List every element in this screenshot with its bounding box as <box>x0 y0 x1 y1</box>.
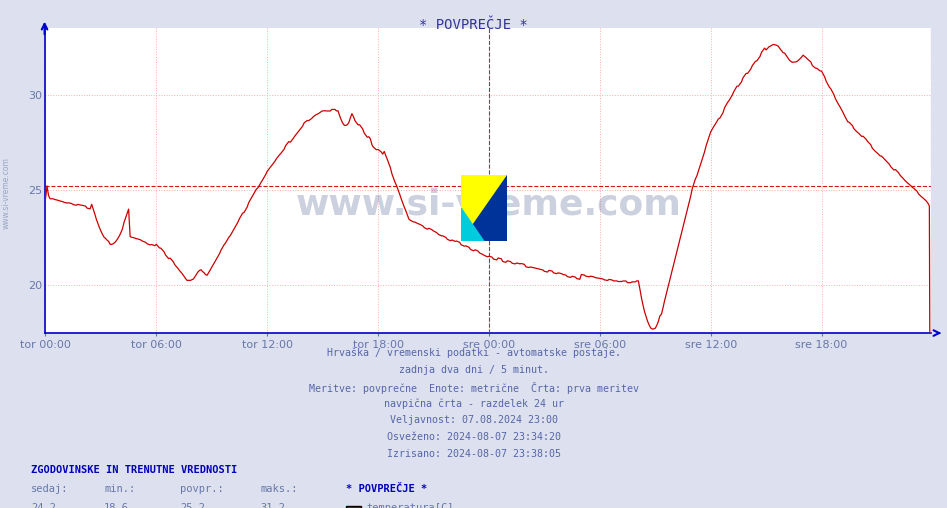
Polygon shape <box>461 175 507 241</box>
Text: navpična črta - razdelek 24 ur: navpična črta - razdelek 24 ur <box>384 398 563 409</box>
Text: 24,2: 24,2 <box>31 503 56 508</box>
Text: www.si-vreme.com: www.si-vreme.com <box>295 188 681 221</box>
Text: 25,2: 25,2 <box>180 503 205 508</box>
Text: * POVPREČJE *: * POVPREČJE * <box>346 484 427 494</box>
Text: maks.:: maks.: <box>260 484 298 494</box>
Text: Veljavnost: 07.08.2024 23:00: Veljavnost: 07.08.2024 23:00 <box>389 415 558 425</box>
Text: temperatura[C]: temperatura[C] <box>366 503 454 508</box>
Text: zadnja dva dni / 5 minut.: zadnja dva dni / 5 minut. <box>399 365 548 375</box>
Text: Osveženo: 2024-08-07 23:34:20: Osveženo: 2024-08-07 23:34:20 <box>386 432 561 442</box>
Text: Meritve: povprečne  Enote: metrične  Črta: prva meritev: Meritve: povprečne Enote: metrične Črta:… <box>309 382 638 394</box>
Text: min.:: min.: <box>104 484 135 494</box>
Text: povpr.:: povpr.: <box>180 484 223 494</box>
Text: Hrvaška / vremenski podatki - avtomatske postaje.: Hrvaška / vremenski podatki - avtomatske… <box>327 348 620 359</box>
Text: ZGODOVINSKE IN TRENUTNE VREDNOSTI: ZGODOVINSKE IN TRENUTNE VREDNOSTI <box>31 465 238 475</box>
Text: sedaj:: sedaj: <box>31 484 69 494</box>
Text: 18,6: 18,6 <box>104 503 129 508</box>
Polygon shape <box>461 175 507 241</box>
Text: * POVPREČJE *: * POVPREČJE * <box>420 18 527 32</box>
Polygon shape <box>461 208 484 241</box>
Text: Izrisano: 2024-08-07 23:38:05: Izrisano: 2024-08-07 23:38:05 <box>386 449 561 459</box>
Text: 31,2: 31,2 <box>260 503 285 508</box>
Text: www.si-vreme.com: www.si-vreme.com <box>2 157 11 229</box>
